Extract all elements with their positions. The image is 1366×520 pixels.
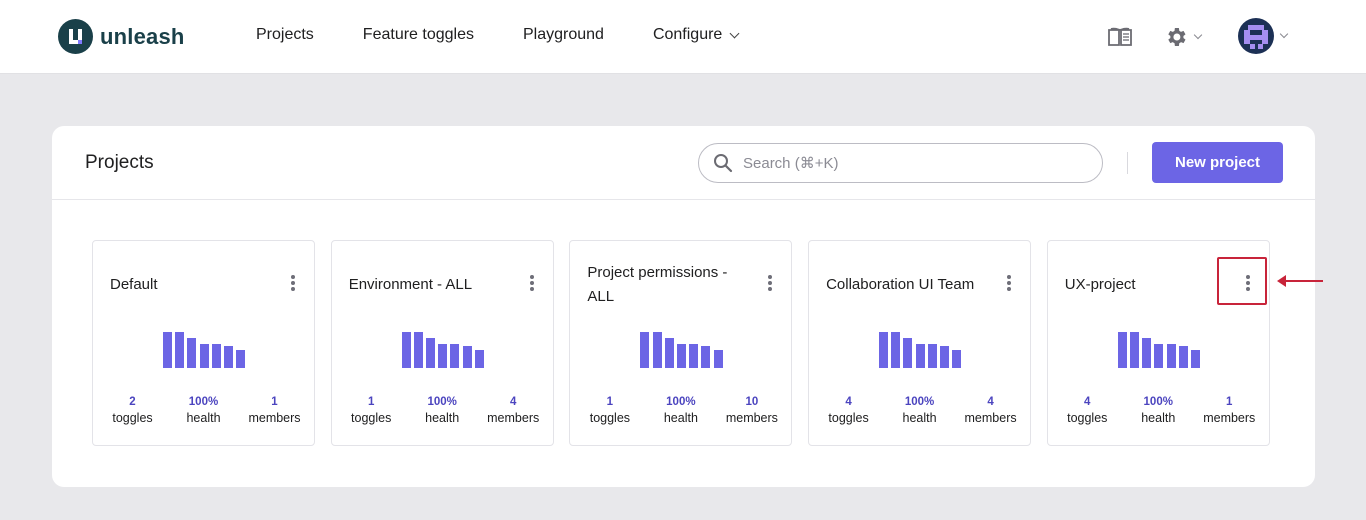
project-stats: 2 toggles 100% health 1 members [93,395,314,427]
project-stats: 4 toggles 100% health 1 members [1048,395,1269,427]
health-stat: 100% health [1123,395,1193,427]
nav-playground[interactable]: Playground [522,26,604,43]
toggles-stat: 1 toggles [575,395,645,427]
members-count: 1 [1226,396,1233,408]
project-card[interactable]: Environment - ALL 1 toggles 100% health 4 m… [330,240,554,446]
project-card[interactable]: UX-project 4 toggles 100% health 1 members [1046,240,1270,446]
unleash-logo-icon [58,19,93,54]
documentation-book-icon[interactable] [1108,27,1132,47]
members-label: members [1203,411,1256,425]
toggles-stat: 2 toggles [98,395,168,427]
health-label: health [186,411,221,425]
project-name: Environment - ALL [348,276,473,293]
project-card[interactable]: Project permissions - ALL 1 toggles 100% h… [569,240,793,446]
toggles-count: 1 [367,396,375,408]
nav-configure[interactable]: Configure [652,26,740,44]
project-stats: 1 toggles 100% health 4 members [332,395,553,427]
top-navigation-bar: unleash Projects Feature toggles Playgro… [0,0,1366,74]
panel-header: Projects New project [52,126,1315,200]
projects-panel: Projects New project Default 2 toggles 10… [52,126,1315,487]
members-label: members [248,411,301,425]
nav-configure-label: Configure [652,26,723,43]
health-value: 100% [666,396,696,408]
chevron-down-icon [1279,29,1289,39]
health-value: 100% [904,396,935,408]
search-field[interactable] [698,143,1103,183]
members-stat: 10 members [717,395,787,427]
health-value: 100% [188,396,219,408]
project-name: Default [110,276,158,293]
toggles-label: toggles [351,411,392,425]
members-stat: 1 members [240,395,310,427]
health-label: health [902,411,937,425]
project-name: UX-project [1064,276,1136,293]
members-count: 10 [745,396,759,408]
page-title: Projects [85,152,154,173]
gear-icon [1168,28,1186,46]
health-stat: 100% health [885,395,955,427]
members-label: members [964,411,1017,425]
chevron-down-icon [1193,30,1203,40]
project-card-list: Default 2 toggles 100% health 1 members Env… [92,240,1285,446]
toggles-stat: 1 toggles [336,395,406,427]
more-options-icon[interactable] [526,273,538,293]
brand-name: unleash [100,23,185,49]
avatar [1238,18,1274,54]
chevron-down-icon [729,28,740,38]
toggles-count: 4 [845,396,852,408]
user-menu[interactable] [1238,18,1289,54]
search-input[interactable] [743,154,1073,172]
more-options-icon[interactable] [287,273,299,293]
members-label: members [487,411,540,425]
toggles-stat: 4 toggles [1052,395,1122,427]
health-label: health [663,411,698,425]
project-bars-icon [1117,332,1203,368]
project-stats: 1 toggles 100% health 10 members [570,395,791,427]
nav-feature-toggles[interactable]: Feature toggles [362,26,474,43]
health-stat: 100% health [646,395,716,427]
members-stat: 4 members [956,395,1026,427]
new-project-button[interactable]: New project [1152,142,1283,183]
project-name: Project permissions - ALL [587,264,728,305]
health-label: health [1141,411,1176,425]
toggles-label: toggles [112,411,153,425]
project-bars-icon [401,332,487,368]
project-bars-icon [163,332,248,368]
toggles-label: toggles [1067,411,1108,425]
members-count: 1 [271,396,278,408]
project-card[interactable]: Default 2 toggles 100% health 1 members [92,240,315,446]
annotation-arrow-icon [1277,275,1323,287]
more-options-icon[interactable] [1003,273,1015,293]
health-stat: 100% health [407,395,477,427]
toggles-count: 1 [606,396,614,408]
unleash-logo[interactable]: unleash [58,19,185,54]
more-options-icon[interactable] [764,273,776,293]
health-value: 100% [427,396,457,408]
toggles-count: 4 [1084,396,1091,408]
toggles-label: toggles [828,411,869,425]
project-name: Collaboration UI Team [826,276,975,293]
health-value: 100% [1143,396,1173,408]
nav-projects[interactable]: Projects [256,26,314,43]
search-icon [714,154,733,173]
members-stat: 1 members [1194,395,1264,427]
health-stat: 100% health [169,395,239,427]
main-nav: Projects Feature toggles Playground Conf… [256,26,787,44]
project-stats: 4 toggles 100% health 4 members [809,395,1030,427]
project-card[interactable]: Collaboration UI Team 4 toggles 100% healt… [808,240,1032,446]
members-stat: 4 members [478,395,548,427]
members-label: members [725,411,778,425]
toggles-stat: 4 toggles [814,395,884,427]
members-count: 4 [509,396,517,408]
header-divider [1127,152,1128,174]
project-bars-icon [640,332,725,368]
toggles-label: toggles [589,411,631,425]
settings-menu[interactable] [1164,25,1203,49]
project-bars-icon [879,332,964,368]
toggles-count: 2 [129,396,136,408]
members-count: 4 [987,396,994,408]
more-options-icon[interactable] [1242,273,1254,293]
health-label: health [425,411,460,425]
